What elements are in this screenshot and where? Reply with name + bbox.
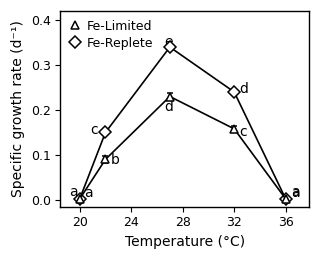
X-axis label: Temperature (°C): Temperature (°C) <box>124 235 245 249</box>
Text: a: a <box>291 185 300 199</box>
Text: b: b <box>111 153 119 167</box>
Text: d: d <box>239 82 248 96</box>
Text: a: a <box>291 186 300 200</box>
Text: a: a <box>84 186 93 200</box>
Text: c: c <box>90 123 98 137</box>
Legend: Fe-Limited, Fe-Replete: Fe-Limited, Fe-Replete <box>67 17 156 52</box>
Text: a: a <box>69 185 78 199</box>
Text: e: e <box>164 35 172 49</box>
Text: c: c <box>239 126 247 139</box>
Text: d: d <box>164 100 173 114</box>
Y-axis label: Specific growth rate (d⁻¹): Specific growth rate (d⁻¹) <box>11 21 25 197</box>
